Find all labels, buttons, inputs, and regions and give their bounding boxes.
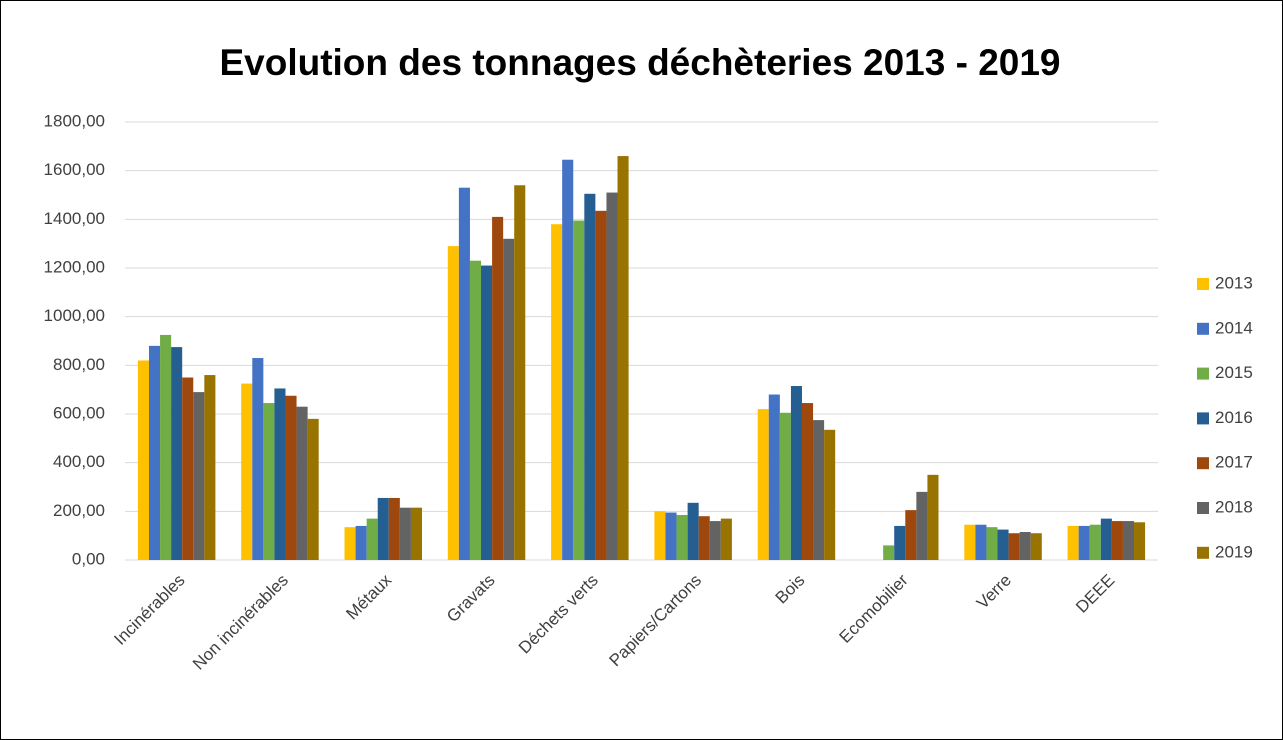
bar [1111, 521, 1123, 560]
bar [757, 409, 769, 560]
bar [1078, 525, 1090, 560]
bar [824, 429, 836, 560]
legend-label: 2019 [1215, 542, 1253, 561]
bar [927, 474, 939, 560]
bar [204, 375, 216, 560]
bar [1122, 521, 1135, 560]
bar [1030, 533, 1042, 560]
y-tick-label: 600,00 [53, 403, 105, 422]
bar [676, 514, 688, 560]
legend-swatch [1197, 322, 1209, 335]
bar [687, 502, 699, 560]
bar [584, 193, 596, 561]
legend-swatch [1197, 546, 1209, 559]
y-tick-label: 1600,00 [44, 160, 105, 179]
legend-swatch [1197, 367, 1209, 380]
y-tick-label: 400,00 [53, 452, 105, 471]
bar [263, 403, 275, 560]
bar [410, 507, 422, 560]
bar [355, 525, 367, 560]
y-tick-label: 1800,00 [44, 111, 105, 130]
legend-swatch [1197, 457, 1209, 470]
bar [1008, 533, 1020, 560]
bar [883, 545, 895, 560]
legend-label: 2015 [1215, 363, 1253, 382]
bar [388, 497, 400, 560]
bar [447, 246, 459, 560]
bar [160, 334, 172, 560]
bar [709, 521, 721, 560]
legend-label: 2018 [1215, 497, 1253, 516]
y-tick-label: 200,00 [53, 501, 105, 520]
bar [399, 507, 411, 560]
y-tick-label: 1200,00 [44, 257, 105, 276]
bar [285, 395, 297, 560]
bar [1100, 518, 1112, 560]
bar [469, 260, 482, 560]
bar [551, 224, 563, 560]
bar [458, 187, 470, 560]
bar [377, 497, 389, 560]
bar [171, 347, 183, 560]
bar [790, 386, 802, 560]
bar [964, 524, 976, 560]
legend-swatch [1197, 412, 1209, 425]
bar [274, 388, 286, 560]
bar [1067, 525, 1079, 560]
bar [1019, 532, 1031, 560]
bar [986, 527, 998, 560]
chart-title: Evolution des tonnages déchèteries 2013 … [219, 42, 1060, 83]
bar [665, 512, 677, 560]
legend-swatch [1197, 278, 1209, 290]
bar [894, 525, 906, 560]
bar [148, 345, 161, 560]
bar [1134, 522, 1146, 560]
bar [617, 156, 629, 561]
bar [813, 420, 825, 560]
y-tick-label: 800,00 [53, 355, 105, 374]
bar [975, 524, 987, 560]
legend-label: 2014 [1215, 318, 1253, 337]
bar [137, 360, 149, 560]
bar [1089, 524, 1101, 560]
legend-label: 2017 [1215, 453, 1253, 472]
bar [698, 516, 710, 560]
legend-swatch [1197, 502, 1209, 514]
bar [606, 192, 618, 561]
legend-label: 2016 [1215, 408, 1253, 427]
bar [344, 527, 356, 560]
bar [503, 238, 515, 561]
bar [595, 210, 607, 561]
bar [307, 418, 319, 560]
bar [492, 216, 504, 560]
bar [514, 185, 526, 560]
bar [801, 403, 814, 560]
bar [193, 392, 205, 560]
bar [241, 383, 253, 560]
bar [573, 220, 585, 561]
y-tick-label: 0,00 [72, 549, 105, 568]
bar [562, 159, 574, 560]
bar [905, 510, 917, 560]
bar [779, 412, 791, 560]
bar [182, 377, 194, 560]
bar [916, 491, 928, 560]
bar [366, 518, 378, 560]
bar [296, 406, 308, 560]
bar [481, 265, 493, 560]
bar [252, 358, 264, 560]
bar [654, 511, 666, 560]
y-tick-label: 1400,00 [44, 209, 105, 228]
bar [768, 394, 780, 560]
legend-label: 2013 [1215, 273, 1253, 292]
bar [997, 529, 1009, 560]
bar [720, 518, 732, 560]
y-tick-label: 1000,00 [44, 306, 105, 325]
